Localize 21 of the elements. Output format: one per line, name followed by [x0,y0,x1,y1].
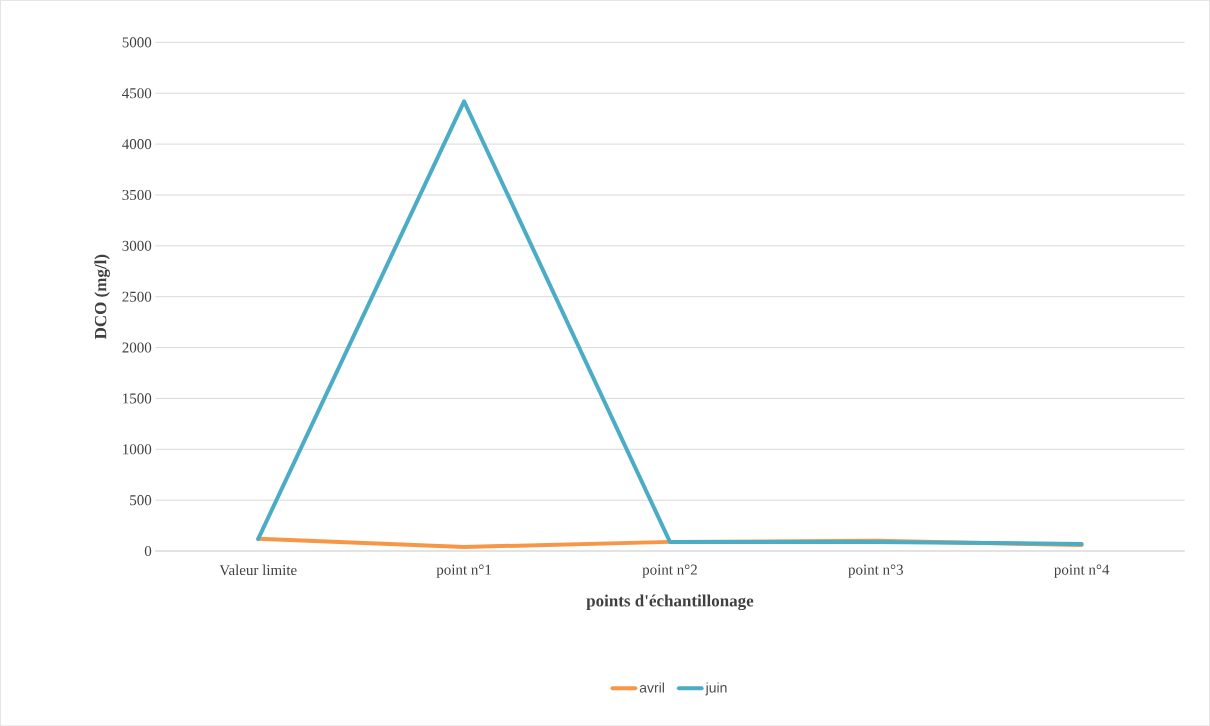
x-tick-label: point n°2 [642,564,697,578]
y-tick-label: 4000 [122,138,152,149]
y-tick-label: 1000 [123,444,152,455]
x-tick-label: point n°1 [436,564,491,578]
legend-label: juin [705,682,727,696]
y-tick-label: 3500 [122,189,152,200]
x-tick-label: point n°4 [1054,564,1110,578]
y-tick-label: 2500 [122,291,152,302]
legend-label: avril [639,682,664,693]
line-series [256,99,1084,546]
y-tick-label: 2000 [122,342,152,353]
y-tick-label: 0 [144,545,152,556]
y-axis-title: DCO (mg/l) [94,254,110,339]
x-axis-title: points d'échantillonage [586,594,754,610]
y-tick-label: 1500 [123,393,152,404]
y-tick-label: 500 [130,494,152,506]
x-tick-label: Valeur limite [219,564,297,576]
x-tick-label: point n°3 [848,564,903,578]
y-tick-label: 3000 [122,240,152,251]
y-tick-label: 4500 [122,88,152,99]
y-tick-label: 5000 [122,37,152,48]
